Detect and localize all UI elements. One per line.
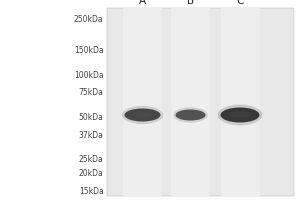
Text: 250kDa: 250kDa	[74, 15, 103, 24]
Ellipse shape	[173, 107, 208, 123]
Text: 50kDa: 50kDa	[79, 113, 104, 122]
Ellipse shape	[176, 109, 206, 120]
FancyBboxPatch shape	[123, 8, 162, 196]
Text: A: A	[139, 0, 146, 6]
Text: B: B	[187, 0, 194, 6]
Ellipse shape	[182, 112, 199, 117]
Text: 20kDa: 20kDa	[79, 169, 104, 178]
FancyBboxPatch shape	[106, 8, 294, 196]
Ellipse shape	[220, 107, 260, 122]
Ellipse shape	[218, 104, 262, 125]
Ellipse shape	[229, 111, 251, 118]
Ellipse shape	[133, 111, 152, 117]
Ellipse shape	[124, 108, 160, 121]
Text: 150kDa: 150kDa	[74, 46, 103, 55]
FancyBboxPatch shape	[171, 8, 210, 196]
Text: 37kDa: 37kDa	[79, 131, 104, 140]
FancyBboxPatch shape	[220, 8, 260, 196]
Text: 25kDa: 25kDa	[79, 155, 104, 164]
Text: 75kDa: 75kDa	[79, 88, 104, 97]
Ellipse shape	[122, 106, 163, 124]
Text: 15kDa: 15kDa	[79, 186, 104, 196]
Text: C: C	[236, 0, 244, 6]
Text: 100kDa: 100kDa	[74, 71, 103, 80]
